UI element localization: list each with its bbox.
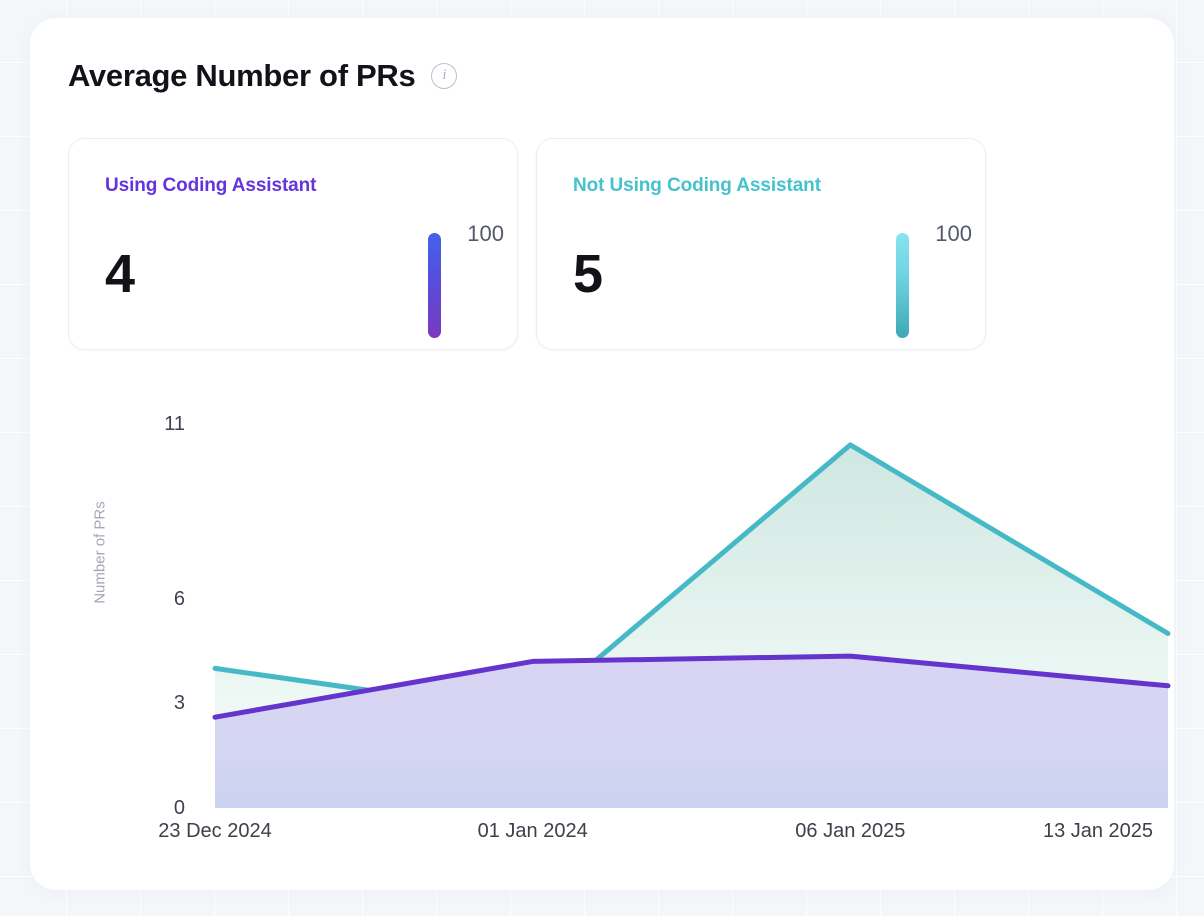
gauge-max-label: 100: [467, 221, 504, 246]
y-tick-label: 3: [173, 692, 185, 715]
kpi-label: Not Using Coding Assistant: [573, 175, 821, 196]
gauge-max-label: 100: [935, 221, 972, 246]
y-tick-label: 11: [164, 413, 185, 435]
kpi-card-not-using-coding-assistant[interactable]: Not Using Coding Assistant 5 100: [536, 138, 986, 350]
gauge-bar: [896, 233, 909, 338]
x-tick-label: 01 Jan 2024: [477, 820, 588, 842]
x-tick-label: 23 Dec 2024: [158, 820, 272, 842]
prs-area-chart[interactable]: Number of PRs 0 3 6 11 23 Dec 2024 01 Jan 20…: [30, 376, 1174, 876]
info-icon[interactable]: i: [431, 62, 458, 89]
kpi-value: 4: [105, 244, 136, 304]
kpi-card-using-coding-assistant[interactable]: Using Coding Assistant 4 100: [68, 138, 518, 350]
page-title: Average Number of PRs: [68, 58, 416, 93]
chart-canvas: [212, 442, 1171, 808]
y-tick-label: 0: [173, 797, 185, 819]
x-axis-ticks: 23 Dec 2024 01 Jan 2024 06 Jan 2025 13 Jan …: [30, 821, 1174, 851]
gauge-bar: [428, 233, 441, 338]
kpi-card-row: Using Coding Assistant 4 100 Not Using C…: [68, 138, 986, 350]
y-axis-label: Number of PRs: [91, 501, 109, 604]
kpi-label: Using Coding Assistant: [105, 175, 317, 196]
metric-panel: Average Number of PRs i Using Coding Ass…: [30, 18, 1174, 890]
series-area-using: [212, 653, 1171, 808]
panel-header: Average Number of PRs i: [68, 58, 458, 93]
x-tick-label: 13 Jan 2025: [1042, 820, 1154, 842]
y-axis-ticks: 0 3 6 11: [125, 376, 185, 836]
kpi-value: 5: [573, 244, 604, 304]
x-tick-label: 06 Jan 2025: [795, 820, 906, 842]
y-tick-label: 6: [173, 587, 185, 610]
